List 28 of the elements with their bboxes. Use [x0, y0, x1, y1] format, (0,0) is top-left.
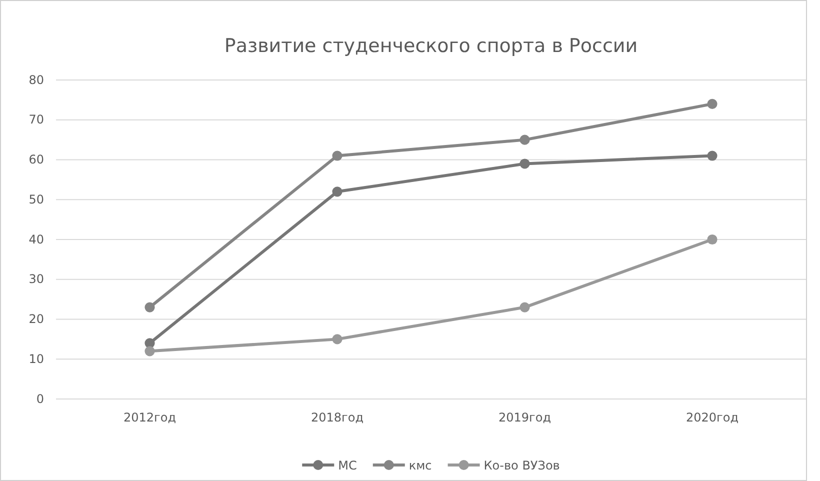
point	[707, 150, 718, 161]
y-tick-label: 40	[28, 232, 44, 246]
point	[144, 346, 155, 356]
point	[332, 334, 342, 344]
point	[520, 302, 530, 312]
y-tick-label: 50	[28, 192, 44, 206]
point	[707, 234, 718, 245]
point	[332, 150, 342, 161]
y-tick-label: 30	[28, 272, 44, 286]
chart-title: Развитие студенческого спорта в России	[224, 35, 638, 57]
point	[144, 302, 155, 312]
point	[707, 98, 718, 109]
legend-label: Ко-во ВУЗов	[484, 458, 560, 472]
y-tick-label: 20	[28, 312, 44, 326]
y-tick-label: 70	[28, 112, 44, 127]
legend-label: МС	[338, 458, 357, 472]
x-tick-label: 2020год	[686, 410, 738, 425]
legend-label: кмс	[408, 458, 432, 472]
point	[332, 186, 342, 197]
point	[520, 134, 530, 145]
x-tick-label: 2012год	[124, 410, 176, 425]
y-tick-label: 10	[28, 352, 44, 366]
y-tick-label: 80	[28, 72, 44, 87]
x-tick-label: 2018год	[311, 410, 364, 425]
x-tick-label: 2019год	[498, 410, 551, 425]
y-tick-label: 60	[28, 152, 44, 167]
point	[520, 158, 530, 169]
y-tick-label: 0	[36, 392, 44, 406]
